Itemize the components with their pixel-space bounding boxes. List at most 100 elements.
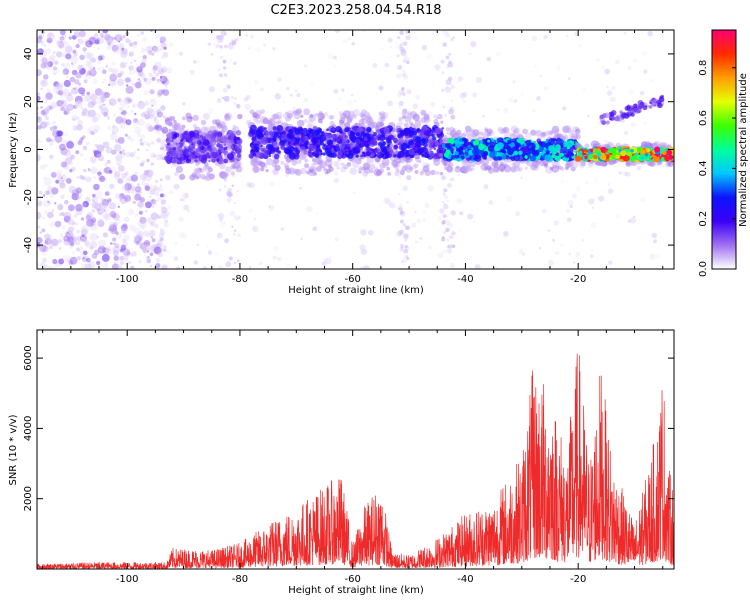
spectrogram-cell — [252, 160, 260, 168]
snr-x-axis: -100 -80 -60 -40 -20 — [42, 330, 664, 585]
spectrogram-cell — [562, 157, 565, 161]
spectrogram-cell — [41, 41, 44, 44]
spectrogram-cell — [100, 99, 105, 104]
spectrogram-cell — [101, 204, 110, 213]
spectrogram-cell — [481, 155, 487, 160]
spectrogram-cell — [296, 93, 301, 98]
spectrogram-cell — [151, 104, 154, 107]
spectrogram-cell — [143, 90, 149, 96]
spectrogram-cell — [508, 97, 514, 103]
spectrogram-cell — [130, 109, 134, 113]
spectrogram-cell — [106, 246, 111, 252]
spectrogram-cell — [85, 40, 93, 48]
spectrogram-cell — [420, 117, 427, 124]
spectrogram-cell — [403, 128, 408, 133]
spectrogram-cell — [248, 208, 253, 213]
spectrogram-cell — [145, 232, 151, 238]
spectrogram-cell — [445, 86, 449, 89]
spectrogram-cell — [435, 171, 440, 175]
spectrogram-cell — [160, 146, 164, 151]
spectrogram-cell — [656, 100, 660, 104]
spectrogram-cell — [398, 174, 402, 179]
spectrogram-cell — [359, 244, 366, 251]
spectrogram-cell — [442, 192, 446, 196]
spectrogram-cell — [174, 242, 178, 245]
spectrogram-cell — [180, 154, 184, 159]
spectrogram-cell — [517, 167, 523, 172]
spectrogram-cell — [61, 104, 68, 111]
spectrogram-cell — [58, 37, 66, 45]
spectrogram-cell — [80, 228, 88, 236]
spectrogram-cell — [461, 158, 468, 166]
spectrogram-cell — [79, 30, 86, 38]
spectrogram-cell — [543, 34, 548, 40]
spectrogram-cell — [161, 68, 165, 73]
spectrogram-cell — [259, 261, 263, 266]
spectrogram-cell — [215, 252, 218, 256]
spectrogram-cell — [398, 150, 406, 158]
spectrogram-cell — [306, 206, 313, 213]
x-tick-label: -40 — [457, 274, 473, 285]
spectrogram-cell — [145, 169, 154, 178]
spectrogram-cell — [653, 239, 657, 244]
spectrogram-cell — [313, 157, 321, 166]
spectrogram-cell — [43, 44, 47, 47]
spectrogram-cell — [163, 248, 167, 252]
x-tick-label: -40 — [457, 574, 473, 585]
spectrogram-cell — [87, 101, 95, 109]
spectrogram-cell — [566, 209, 570, 213]
spectrogram-cell — [404, 136, 410, 141]
spectrogram-cell — [450, 235, 454, 240]
spectrogram-cell — [109, 73, 118, 82]
spectrogram-cell — [335, 150, 343, 158]
spectrogram-cell — [96, 260, 101, 266]
spectrogram-cell — [53, 81, 60, 88]
spectrogram-cell — [47, 89, 51, 93]
spectrogram-cell — [139, 216, 147, 224]
spectrogram-cell — [172, 123, 179, 131]
spectrogram-cell — [456, 165, 460, 169]
spectrogram-cell — [202, 112, 210, 120]
spectrogram-cell — [79, 234, 88, 242]
spectrogram-cell — [100, 34, 105, 39]
spectrogram-cell — [71, 221, 75, 226]
spectrogram-cell — [68, 226, 75, 233]
spectrogram-cell — [232, 124, 237, 129]
spectrogram-cell — [103, 262, 109, 269]
spectrogram-cell — [200, 119, 207, 126]
spectrogram-cell — [368, 168, 374, 174]
spectrogram-cell — [487, 165, 492, 171]
spectrogram-cell — [288, 129, 293, 134]
spectrogram-cell — [89, 57, 94, 62]
spectrogram-cell — [65, 177, 72, 184]
spectrogram-cell — [46, 137, 51, 143]
spectrogram-cell — [103, 209, 106, 212]
spectrogram-cell — [111, 44, 119, 52]
spectrogram-cell — [170, 116, 176, 121]
spectrogram-cell — [402, 111, 410, 119]
spectrogram-cell — [68, 36, 73, 40]
spectrogram-cell — [598, 195, 605, 202]
spectrogram-cell — [404, 115, 412, 123]
spectrogram-cell — [574, 128, 581, 135]
spectrogram-cell — [181, 116, 186, 121]
spectrogram-cell — [368, 116, 372, 120]
spectrogram-cell — [229, 59, 232, 62]
spectrogram-cell — [249, 159, 257, 167]
spectrogram-cell — [208, 159, 211, 163]
spectrogram-cell — [416, 160, 419, 163]
spectrogram-cell — [78, 82, 81, 86]
spectrogram-cell — [45, 105, 52, 111]
spectrogram-cell — [450, 210, 456, 216]
spectrogram-cell — [608, 260, 613, 265]
spectrogram-cell — [385, 199, 392, 206]
spectrogram-cell — [531, 149, 540, 157]
spectrogram-cell — [183, 204, 190, 211]
spectrogram-cell — [150, 198, 157, 205]
spectrogram-cell — [360, 265, 365, 269]
spectrogram-cell — [111, 61, 116, 66]
spectrogram-cell — [346, 116, 353, 124]
spectrogram-cell — [341, 88, 345, 92]
spectrogram-cell — [588, 153, 594, 160]
spectrogram-cell — [76, 192, 83, 198]
